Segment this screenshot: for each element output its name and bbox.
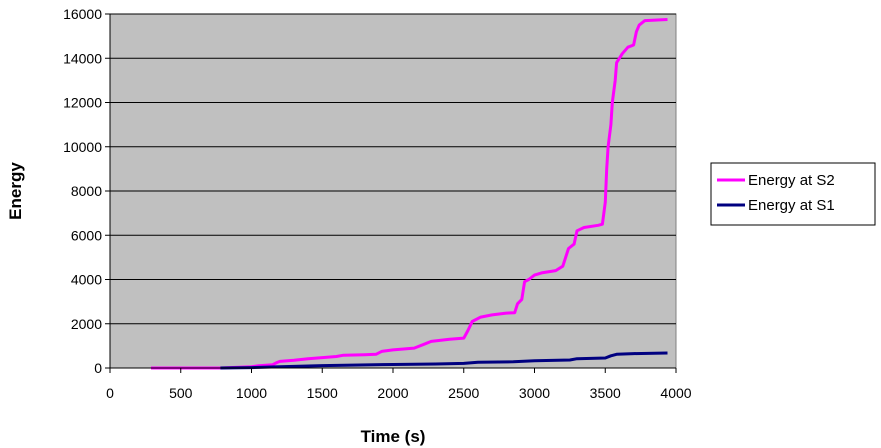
axes: 0 2000 4000 6000 8000 10000 12000 14000 16000 0 50… bbox=[63, 6, 692, 401]
y-tick-label: 10000 bbox=[63, 139, 102, 155]
x-tick-label: 4000 bbox=[660, 385, 691, 401]
y-tick-label: 8000 bbox=[71, 183, 102, 199]
x-tick-label: 1500 bbox=[307, 385, 338, 401]
x-tick-label: 3500 bbox=[590, 385, 621, 401]
x-tick-label: 3000 bbox=[519, 385, 550, 401]
series-line-1 bbox=[151, 18, 668, 370]
legend-label: Energy at S2 bbox=[748, 172, 835, 189]
x-tick-label: 500 bbox=[169, 385, 193, 401]
x-tick-label: 0 bbox=[106, 385, 114, 401]
x-tick-label: 1000 bbox=[236, 385, 267, 401]
legend-label: Energy at S1 bbox=[748, 197, 835, 214]
y-tick-label: 4000 bbox=[71, 272, 102, 288]
legend: Energy at S2 Energy at S1 bbox=[710, 162, 876, 226]
x-axis-title: Time (s) bbox=[361, 427, 426, 446]
y-tick-label: 0 bbox=[94, 360, 102, 376]
x-tick-label: 2000 bbox=[377, 385, 408, 401]
legend-box bbox=[710, 162, 876, 226]
y-tick-label: 6000 bbox=[71, 227, 102, 243]
y-tick-label: 2000 bbox=[71, 316, 102, 332]
y-tick-label: 14000 bbox=[63, 50, 102, 66]
series-layer bbox=[151, 18, 668, 370]
gridlines bbox=[110, 13, 676, 325]
x-tick-label: 2500 bbox=[448, 385, 479, 401]
y-tick-label: 12000 bbox=[63, 95, 102, 111]
y-tick-label: 16000 bbox=[63, 6, 102, 22]
y-axis-title: Energy bbox=[6, 162, 25, 220]
series-line-2 bbox=[220, 351, 668, 370]
